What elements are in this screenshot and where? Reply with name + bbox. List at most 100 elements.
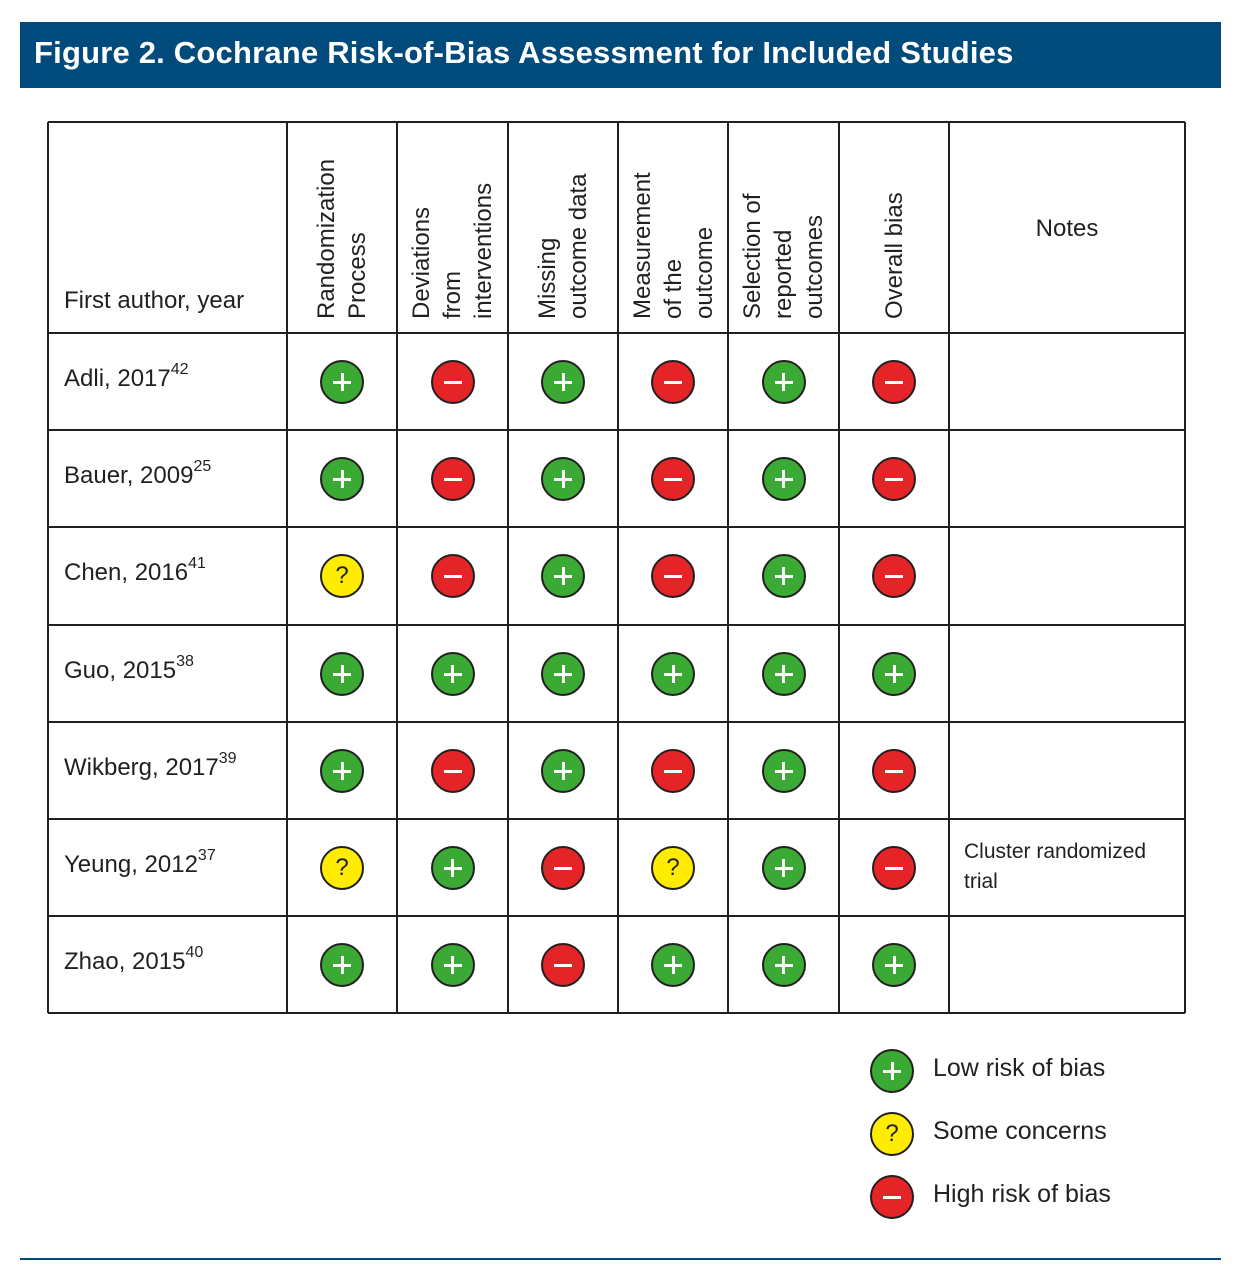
plus-vertical bbox=[561, 761, 565, 780]
legend-label: High risk of bias bbox=[933, 1180, 1111, 1208]
header-domain-line: Missing bbox=[534, 237, 561, 319]
rating-high-minus-icon bbox=[651, 456, 695, 501]
plus-vertical bbox=[340, 664, 344, 683]
author-name: Yeung, 2012 bbox=[64, 851, 198, 878]
minus-bar bbox=[443, 477, 462, 481]
plus-vertical bbox=[782, 761, 785, 780]
author-cell: Yeung, 201237 bbox=[64, 847, 216, 879]
grid-line-horizontal bbox=[48, 526, 1185, 528]
rating-low-plus-icon bbox=[430, 845, 475, 890]
grid-line-vertical bbox=[396, 122, 398, 1013]
plus-vertical bbox=[451, 955, 454, 974]
rating-high-minus-icon bbox=[872, 845, 916, 890]
rating-high-minus-icon bbox=[872, 748, 916, 793]
header-domain-line: outcomes bbox=[801, 214, 828, 319]
header-domain-3: Missing outcome data bbox=[532, 174, 594, 319]
minus-bar bbox=[885, 380, 903, 384]
grid-line-horizontal bbox=[48, 429, 1185, 431]
rating-low-plus-icon bbox=[651, 651, 695, 696]
grid-line-horizontal bbox=[48, 915, 1185, 917]
minus-bar bbox=[664, 477, 682, 481]
grid-line-horizontal bbox=[48, 721, 1185, 723]
plus-vertical bbox=[890, 1062, 894, 1080]
note-cell: Cluster randomized trial bbox=[964, 840, 1147, 893]
plus-vertical bbox=[782, 955, 785, 974]
grid-line-horizontal bbox=[48, 121, 1185, 123]
rating-high-minus-icon bbox=[872, 456, 916, 501]
author-cell: Wikberg, 201739 bbox=[64, 750, 237, 782]
rating-some-question-icon: ? bbox=[651, 845, 695, 890]
plus-vertical bbox=[782, 372, 785, 391]
header-domain-line: from bbox=[439, 271, 466, 319]
rating-low-plus-icon bbox=[541, 748, 585, 793]
minus-bar bbox=[554, 866, 572, 870]
grid-line-vertical bbox=[47, 122, 49, 1013]
rating-low-plus-icon bbox=[430, 942, 475, 987]
author-cell: Chen, 201641 bbox=[64, 555, 206, 587]
plus-vertical bbox=[782, 664, 785, 683]
rating-low-plus-icon bbox=[761, 748, 806, 793]
header-domain-line: Deviations bbox=[408, 206, 435, 319]
minus-bar bbox=[443, 575, 462, 578]
author-cell: Zhao, 201540 bbox=[64, 944, 203, 976]
grid-line-horizontal bbox=[48, 818, 1185, 820]
author-name: Bauer, 2009 bbox=[64, 462, 194, 489]
rating-low-plus-icon bbox=[761, 651, 806, 696]
rating-low-plus-icon bbox=[761, 456, 806, 501]
rating-low-plus-icon bbox=[761, 942, 806, 987]
plus-vertical bbox=[451, 664, 454, 683]
rating-low-plus-icon bbox=[430, 651, 475, 696]
plus-vertical bbox=[451, 858, 454, 877]
plus-vertical bbox=[671, 955, 675, 974]
grid-line-vertical bbox=[1184, 122, 1186, 1013]
header-domain-2: Deviations from interventions bbox=[406, 183, 499, 319]
grid-line-vertical bbox=[727, 122, 729, 1013]
reference-number: 37 bbox=[197, 847, 216, 864]
rating-high-minus-icon bbox=[651, 554, 695, 598]
header-domain-line: Process bbox=[344, 232, 371, 319]
author-name: Adli, 2017 bbox=[64, 365, 171, 392]
rating-low-plus-icon bbox=[870, 1049, 914, 1093]
rating-low-plus-icon bbox=[320, 748, 364, 793]
minus-bar bbox=[664, 769, 682, 773]
grid-line-vertical bbox=[617, 122, 619, 1013]
header-domain-line: Overall bias bbox=[880, 192, 908, 319]
rating-some-question-icon: ? bbox=[320, 845, 364, 890]
author-name: Guo, 2015 bbox=[64, 657, 177, 684]
rating-low-plus-icon bbox=[761, 554, 806, 598]
rating-high-minus-icon bbox=[541, 845, 585, 890]
header-domain-line: of the bbox=[659, 258, 687, 319]
header-domain-6: Overall bias bbox=[879, 192, 910, 319]
plus-vertical bbox=[782, 858, 785, 877]
header-domain-line: Measurement bbox=[628, 172, 656, 319]
author-name: Zhao, 2015 bbox=[64, 948, 186, 975]
legend-label: Some concerns bbox=[933, 1117, 1107, 1145]
header-domain-line: Randomization bbox=[313, 158, 340, 319]
rating-low-plus-icon bbox=[541, 554, 585, 598]
minus-bar bbox=[443, 380, 462, 384]
plus-vertical bbox=[561, 469, 565, 488]
minus-bar bbox=[883, 1196, 901, 1199]
grid-line-vertical bbox=[838, 122, 840, 1013]
rating-low-plus-icon bbox=[872, 942, 916, 987]
plus-vertical bbox=[782, 567, 785, 585]
rating-low-plus-icon bbox=[651, 942, 695, 987]
grid-line-horizontal bbox=[48, 332, 1185, 334]
plus-vertical bbox=[340, 469, 344, 488]
risk-of-bias-table: First author, year Randomization Process D… bbox=[47, 121, 1187, 1015]
rating-low-plus-icon bbox=[320, 456, 364, 501]
grid-line-vertical bbox=[507, 122, 509, 1013]
minus-bar bbox=[885, 769, 903, 773]
rating-high-minus-icon bbox=[430, 359, 475, 404]
rating-high-minus-icon bbox=[430, 748, 475, 793]
plus-vertical bbox=[561, 567, 565, 585]
grid-line-vertical bbox=[948, 122, 950, 1013]
grid-line-vertical bbox=[286, 122, 288, 1013]
grid-line-horizontal bbox=[48, 624, 1185, 626]
plus-vertical bbox=[892, 664, 896, 683]
header-domain-5: Selection of reported outcomes bbox=[737, 194, 830, 319]
author-cell: Bauer, 200925 bbox=[64, 458, 211, 490]
rating-some-question-icon: ? bbox=[320, 554, 364, 598]
figure-title: Figure 2. Cochrane Risk-of-Bias Assessme… bbox=[34, 35, 1014, 70]
header-domain-1: Randomization Process bbox=[311, 159, 373, 319]
